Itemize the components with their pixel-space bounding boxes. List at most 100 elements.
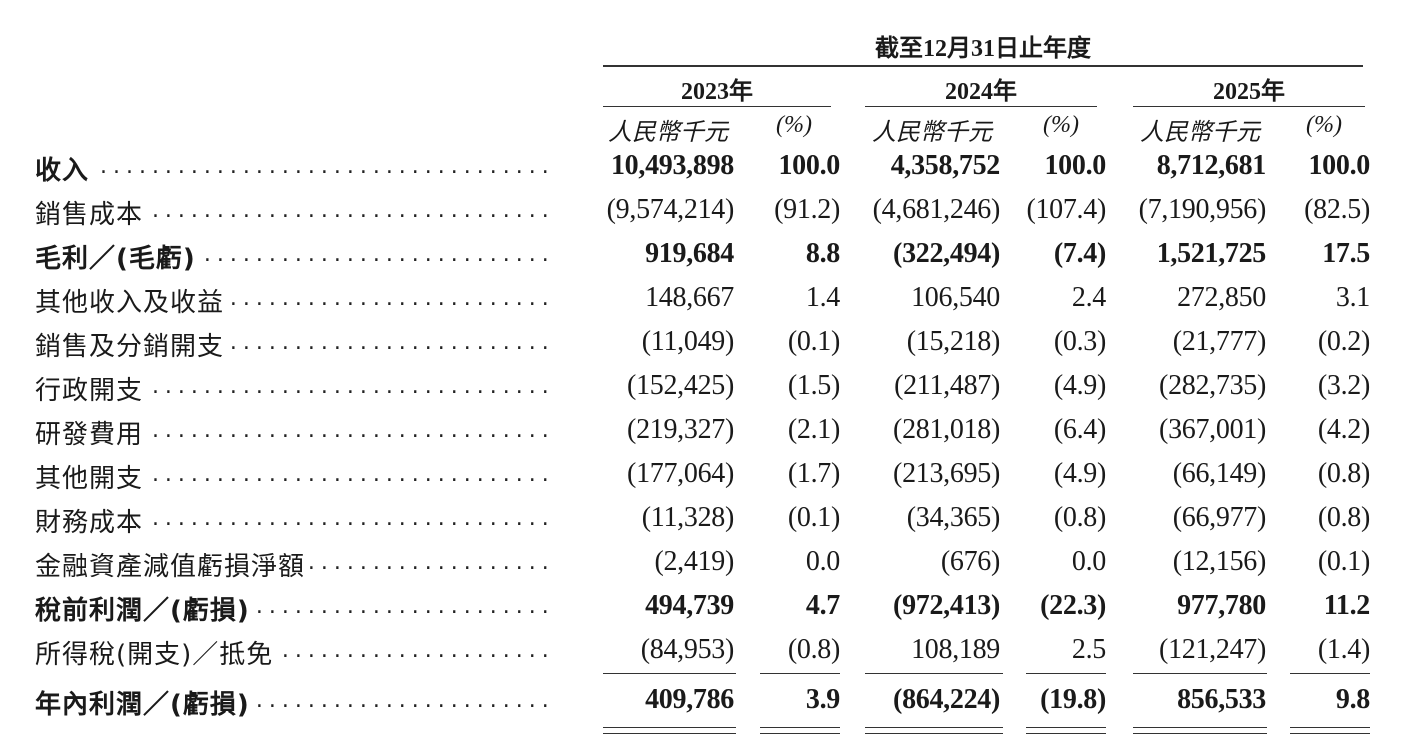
pct-2023: (0.1) bbox=[787, 502, 840, 533]
pct-2025: (4.2) bbox=[1317, 414, 1370, 445]
row-label-text: 其他收入及收益 bbox=[35, 288, 229, 318]
row-label-text: 金融資產減值虧損淨額 bbox=[35, 552, 310, 582]
pct-2024: (19.8) bbox=[1040, 684, 1106, 715]
value-2023: (11,049) bbox=[641, 326, 735, 357]
table-row: ........................................… bbox=[0, 458, 1417, 502]
value-2023: 409,786 bbox=[645, 684, 734, 715]
value-2025: 272,850 bbox=[1177, 282, 1266, 313]
leader-dots: ........................................… bbox=[35, 154, 555, 179]
pct-2024: (0.3) bbox=[1053, 326, 1106, 357]
value-2024: (864,224) bbox=[893, 684, 1000, 715]
year-header-2023: 2023年 bbox=[681, 79, 753, 105]
pct-2024: 100.0 bbox=[1044, 150, 1106, 181]
value-2025: 8,712,681 bbox=[1156, 150, 1267, 181]
subtotal-rule-p2 bbox=[1026, 673, 1106, 674]
pct-header-2025: (%) bbox=[1306, 112, 1342, 138]
pct-2025: 9.8 bbox=[1335, 684, 1370, 715]
subtotal-rule-c3 bbox=[1133, 673, 1267, 674]
pct-2025: (0.1) bbox=[1317, 546, 1370, 577]
value-2025: 1,521,725 bbox=[1156, 238, 1267, 269]
pct-2023: 4.7 bbox=[805, 590, 840, 621]
table-row: ........................................… bbox=[0, 370, 1417, 414]
pct-2025: 11.2 bbox=[1323, 590, 1371, 621]
row-label: ........................................… bbox=[35, 282, 555, 319]
value-2024: (4,681,246) bbox=[872, 194, 1001, 225]
table-row: ........................................… bbox=[0, 634, 1417, 678]
unit-header-2024: 人民幣千元 bbox=[872, 120, 992, 146]
pct-2024: (6.4) bbox=[1053, 414, 1106, 445]
subtotal-rule-c1 bbox=[603, 673, 736, 674]
value-2024: (972,413) bbox=[893, 590, 1000, 621]
value-2025: (7,190,956) bbox=[1138, 194, 1267, 225]
row-label: ........................................… bbox=[35, 238, 555, 275]
double-underline-segment bbox=[1133, 733, 1267, 734]
value-2023: (11,328) bbox=[641, 502, 735, 533]
value-2023: (84,953) bbox=[640, 634, 735, 665]
pct-2023: (2.1) bbox=[787, 414, 840, 445]
value-2024: (676) bbox=[940, 546, 1000, 577]
pct-2023: 3.9 bbox=[805, 684, 840, 715]
pct-2025: (0.8) bbox=[1317, 458, 1370, 489]
pct-2024: 2.5 bbox=[1071, 634, 1106, 665]
pct-2024: (0.8) bbox=[1053, 502, 1106, 533]
row-label-text: 銷售成本 bbox=[35, 200, 148, 230]
value-2024: 106,540 bbox=[911, 282, 1000, 313]
pct-2024: 2.4 bbox=[1071, 282, 1106, 313]
row-label: ........................................… bbox=[35, 684, 555, 721]
value-2025: (121,247) bbox=[1159, 634, 1266, 665]
row-label: ........................................… bbox=[35, 414, 555, 451]
double-underline-segment bbox=[1026, 733, 1106, 734]
pct-header-2023: (%) bbox=[776, 112, 812, 138]
pct-2023: 8.8 bbox=[805, 238, 840, 269]
period-header-rule bbox=[603, 65, 1363, 67]
value-2025: (282,735) bbox=[1159, 370, 1266, 401]
row-label-text: 其他開支 bbox=[35, 464, 148, 494]
value-2025: (66,149) bbox=[1172, 458, 1267, 489]
pct-2024: (4.9) bbox=[1053, 458, 1106, 489]
value-2025: (66,977) bbox=[1172, 502, 1267, 533]
row-label-text: 財務成本 bbox=[35, 508, 148, 538]
year-header-2025: 2025年 bbox=[1213, 79, 1285, 105]
table-row: ........................................… bbox=[0, 282, 1417, 326]
pct-2023: (1.7) bbox=[787, 458, 840, 489]
pct-2025: (0.2) bbox=[1317, 326, 1370, 357]
row-label: ........................................… bbox=[35, 590, 555, 627]
pct-2025: (3.2) bbox=[1317, 370, 1370, 401]
subtotal-rule-p1 bbox=[760, 673, 840, 674]
table-row: ........................................… bbox=[0, 684, 1417, 728]
row-label-text: 銷售及分銷開支 bbox=[35, 332, 229, 362]
table-row: ........................................… bbox=[0, 326, 1417, 370]
value-2025: 856,533 bbox=[1177, 684, 1266, 715]
row-label: ........................................… bbox=[35, 502, 555, 539]
pct-2025: 3.1 bbox=[1335, 282, 1370, 313]
subtotal-rule-c2 bbox=[865, 673, 1003, 674]
pct-2023: (0.8) bbox=[787, 634, 840, 665]
value-2023: (9,574,214) bbox=[606, 194, 735, 225]
value-2024: 108,189 bbox=[911, 634, 1000, 665]
unit-header-2025: 人民幣千元 bbox=[1140, 120, 1260, 146]
pct-2025: 100.0 bbox=[1308, 150, 1370, 181]
double-underline-segment bbox=[1290, 727, 1370, 728]
pct-2024: (4.9) bbox=[1053, 370, 1106, 401]
double-underline-segment bbox=[1026, 727, 1106, 728]
row-label-text: 行政開支 bbox=[35, 376, 148, 406]
table-row: ........................................… bbox=[0, 546, 1417, 590]
row-label: ........................................… bbox=[35, 458, 555, 495]
unit-header-2023: 人民幣千元 bbox=[608, 120, 728, 146]
row-label: ........................................… bbox=[35, 326, 555, 363]
value-2023: (152,425) bbox=[627, 370, 734, 401]
pct-2023: (1.5) bbox=[787, 370, 840, 401]
pct-2024: (22.3) bbox=[1040, 590, 1106, 621]
value-2025: (367,001) bbox=[1159, 414, 1266, 445]
value-2025: (21,777) bbox=[1172, 326, 1267, 357]
double-underline-segment bbox=[1290, 733, 1370, 734]
year-rule-2024 bbox=[865, 106, 1097, 107]
year-rule-2025 bbox=[1133, 106, 1365, 107]
year-header-2024: 2024年 bbox=[945, 79, 1017, 105]
row-label: ........................................… bbox=[35, 546, 555, 583]
value-2025: (12,156) bbox=[1172, 546, 1267, 577]
double-underline-segment bbox=[865, 727, 1003, 728]
pct-2024: (107.4) bbox=[1026, 194, 1106, 225]
pct-2023: 100.0 bbox=[778, 150, 840, 181]
